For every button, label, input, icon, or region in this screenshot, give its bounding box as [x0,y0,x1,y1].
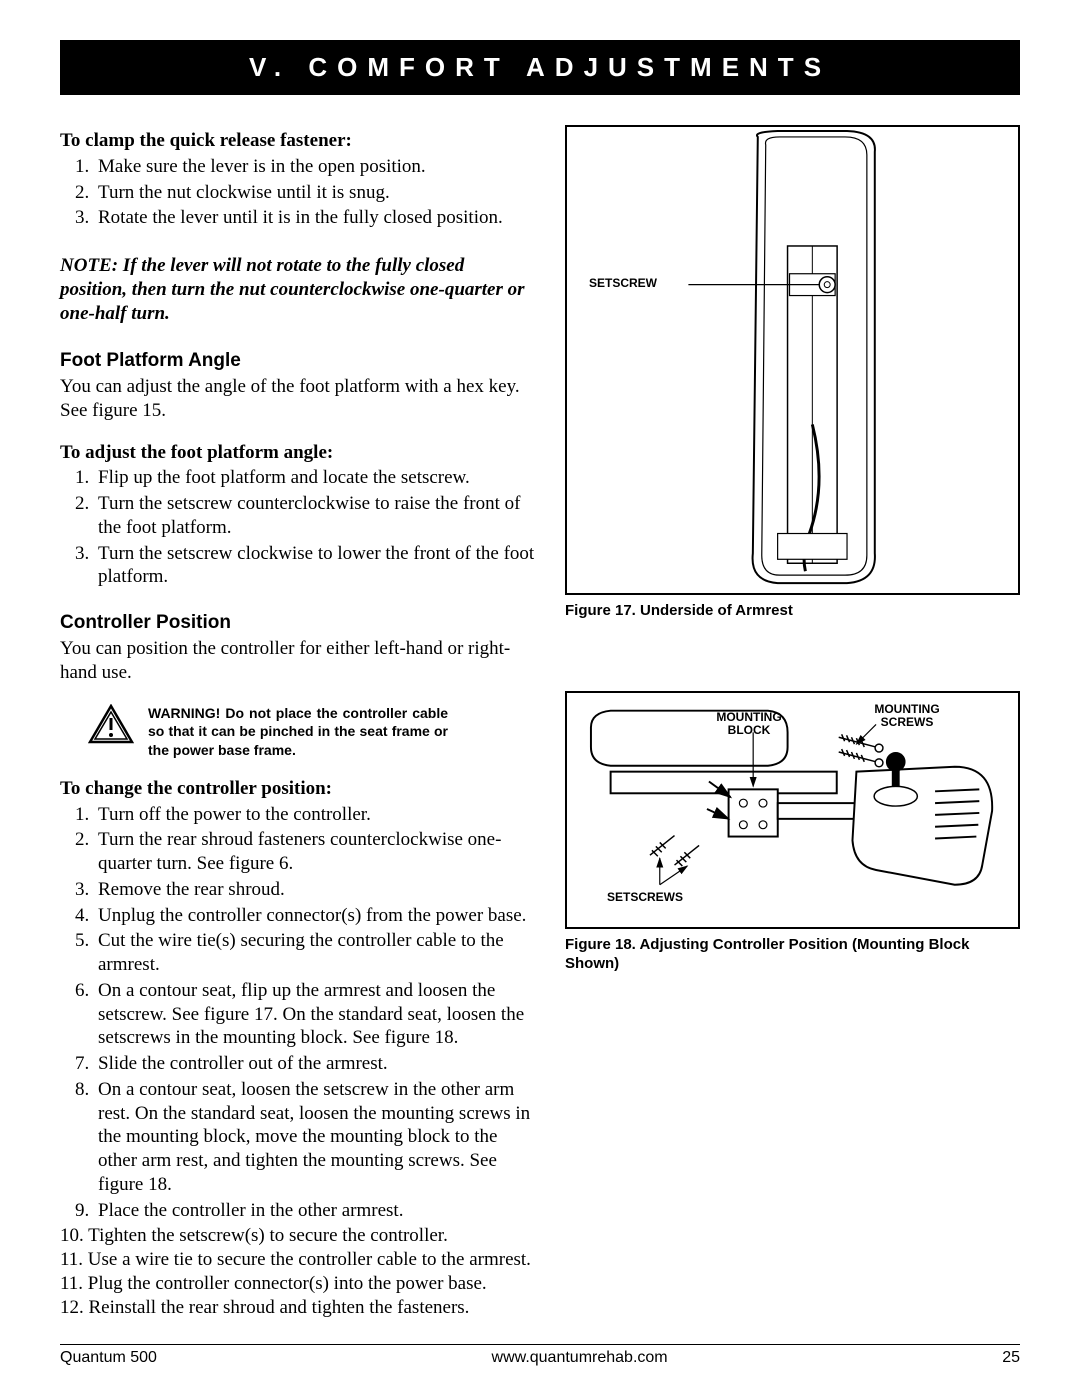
list-item: Slide the controller out of the armrest. [94,1052,535,1076]
list-item: Place the controller in the other armres… [94,1199,535,1223]
note-block: NOTE: If the lever will not rotate to th… [60,254,535,325]
footer-right: 25 [1002,1349,1020,1367]
list-item: Cut the wire tie(s) securing the control… [94,929,535,977]
armrest-diagram [567,127,1018,593]
page-footer: Quantum 500 www.quantumrehab.com 25 [60,1344,1020,1367]
heading-foot-adjust: To adjust the foot platform angle: [60,441,535,465]
warning-lead: WARNING! [148,705,220,721]
list-item: 10. Tighten the setscrew(s) to secure th… [60,1224,535,1248]
list-item: Turn the nut clockwise until it is snug. [94,181,535,205]
figure-18-box: MOUNTING BLOCK MOUNTING SCREWS SETSCREWS [565,691,1020,929]
heading-controller-position: Controller Position [60,611,535,635]
controller-steps-tail: 10. Tighten the setscrew(s) to secure th… [60,1224,535,1319]
list-item: Make sure the lever is in the open posit… [94,155,535,179]
list-item: Flip up the foot platform and locate the… [94,466,535,490]
footer-center: www.quantumrehab.com [492,1349,668,1367]
warning-icon [88,704,134,744]
list-item: Turn the rear shroud fasteners countercl… [94,828,535,876]
list-item: Remove the rear shroud. [94,878,535,902]
list-item: Unplug the controller connector(s) from … [94,904,535,928]
right-column: SETSCREW Figure 17. Underside of Armrest [565,125,1020,1319]
controller-steps-list: Turn off the power to the controller. Tu… [60,803,535,1223]
heading-clamp-fastener: To clamp the quick release fastener: [60,129,535,153]
figure-17-caption: Figure 17. Underside of Armrest [565,601,1020,621]
label-mounting-block: MOUNTING BLOCK [709,711,789,737]
list-item: On a contour seat, loosen the setscrew i… [94,1078,535,1197]
label-setscrews: SETSCREWS [607,891,683,904]
list-item: Rotate the lever until it is in the full… [94,206,535,230]
two-column-layout: To clamp the quick release fastener: Mak… [60,125,1020,1319]
warning-text: WARNING! Do not place the controller cab… [148,704,448,759]
heading-change-controller: To change the controller position: [60,777,535,801]
body-text: You can position the controller for eith… [60,637,535,685]
left-column: To clamp the quick release fastener: Mak… [60,125,535,1319]
list-item: 11. Plug the controller connector(s) int… [60,1272,535,1296]
list-item: On a contour seat, flip up the armrest a… [94,979,535,1050]
figure-17-box: SETSCREW [565,125,1020,595]
list-item: 11. Use a wire tie to secure the control… [60,1248,535,1272]
footer-left: Quantum 500 [60,1349,157,1367]
warning-block: WARNING! Do not place the controller cab… [88,704,535,759]
section-header: V. COMFORT ADJUSTMENTS [60,40,1020,95]
label-setscrew: SETSCREW [589,277,657,290]
foot-steps-list: Flip up the foot platform and locate the… [60,466,535,589]
clamp-steps-list: Make sure the lever is in the open posit… [60,155,535,230]
list-item: Turn the setscrew clockwise to lower the… [94,542,535,590]
figure-18-caption: Figure 18. Adjusting Controller Position… [565,935,1020,974]
heading-foot-platform: Foot Platform Angle [60,349,535,373]
list-item: 12. Reinstall the rear shroud and tighte… [60,1296,535,1320]
list-item: Turn the setscrew counterclockwise to ra… [94,492,535,540]
list-item: Turn off the power to the controller. [94,803,535,827]
label-mounting-screws: MOUNTING SCREWS [867,703,947,729]
body-text: You can adjust the angle of the foot pla… [60,375,535,423]
